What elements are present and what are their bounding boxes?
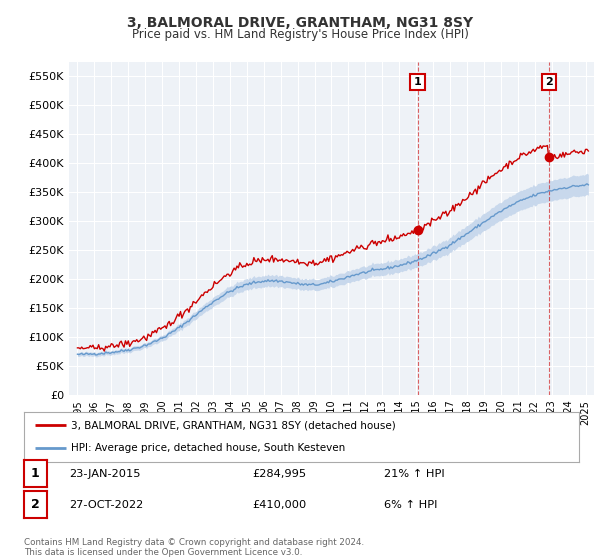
Text: 1: 1 — [31, 467, 40, 480]
Text: 23-JAN-2015: 23-JAN-2015 — [69, 469, 140, 479]
Text: £284,995: £284,995 — [252, 469, 306, 479]
Text: Contains HM Land Registry data © Crown copyright and database right 2024.
This d: Contains HM Land Registry data © Crown c… — [24, 538, 364, 557]
Text: 3, BALMORAL DRIVE, GRANTHAM, NG31 8SY (detached house): 3, BALMORAL DRIVE, GRANTHAM, NG31 8SY (d… — [71, 420, 396, 430]
Text: 2: 2 — [545, 77, 553, 87]
Text: Price paid vs. HM Land Registry's House Price Index (HPI): Price paid vs. HM Land Registry's House … — [131, 28, 469, 41]
Text: 3, BALMORAL DRIVE, GRANTHAM, NG31 8SY: 3, BALMORAL DRIVE, GRANTHAM, NG31 8SY — [127, 16, 473, 30]
Text: 6% ↑ HPI: 6% ↑ HPI — [384, 500, 437, 510]
Text: 21% ↑ HPI: 21% ↑ HPI — [384, 469, 445, 479]
Text: 2: 2 — [31, 498, 40, 511]
Text: 1: 1 — [414, 77, 421, 87]
Text: HPI: Average price, detached house, South Kesteven: HPI: Average price, detached house, Sout… — [71, 444, 346, 454]
Text: £410,000: £410,000 — [252, 500, 306, 510]
Text: 27-OCT-2022: 27-OCT-2022 — [69, 500, 143, 510]
